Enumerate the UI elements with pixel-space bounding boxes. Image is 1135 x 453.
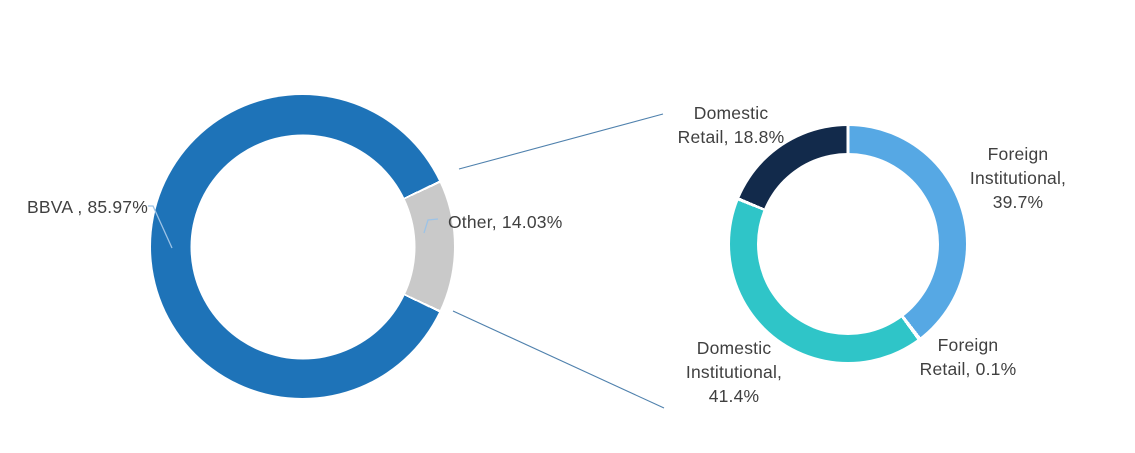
- breakdown-donut-chart: [730, 126, 966, 362]
- callout-connector-bottom: [452, 310, 665, 409]
- slice-label-foreign-retail: Foreign Retail, 0.1%: [919, 335, 1017, 379]
- slice-label-domestic-institutional: Domestic Institutional, 41.4%: [685, 338, 783, 406]
- slice-label-domestic-retail: Domestic Retail, 18.8%: [677, 103, 785, 147]
- main-donut-chart: [151, 95, 454, 398]
- breakdown-donut-hole: [757, 153, 939, 335]
- slice-label-other: Other, 14.03%: [448, 212, 563, 232]
- slice-label-foreign-institutional: Foreign Institutional, 39.7%: [969, 144, 1067, 212]
- main-donut-hole: [190, 134, 415, 359]
- slice-label-bbva: BBVA , 85.97%: [27, 197, 148, 217]
